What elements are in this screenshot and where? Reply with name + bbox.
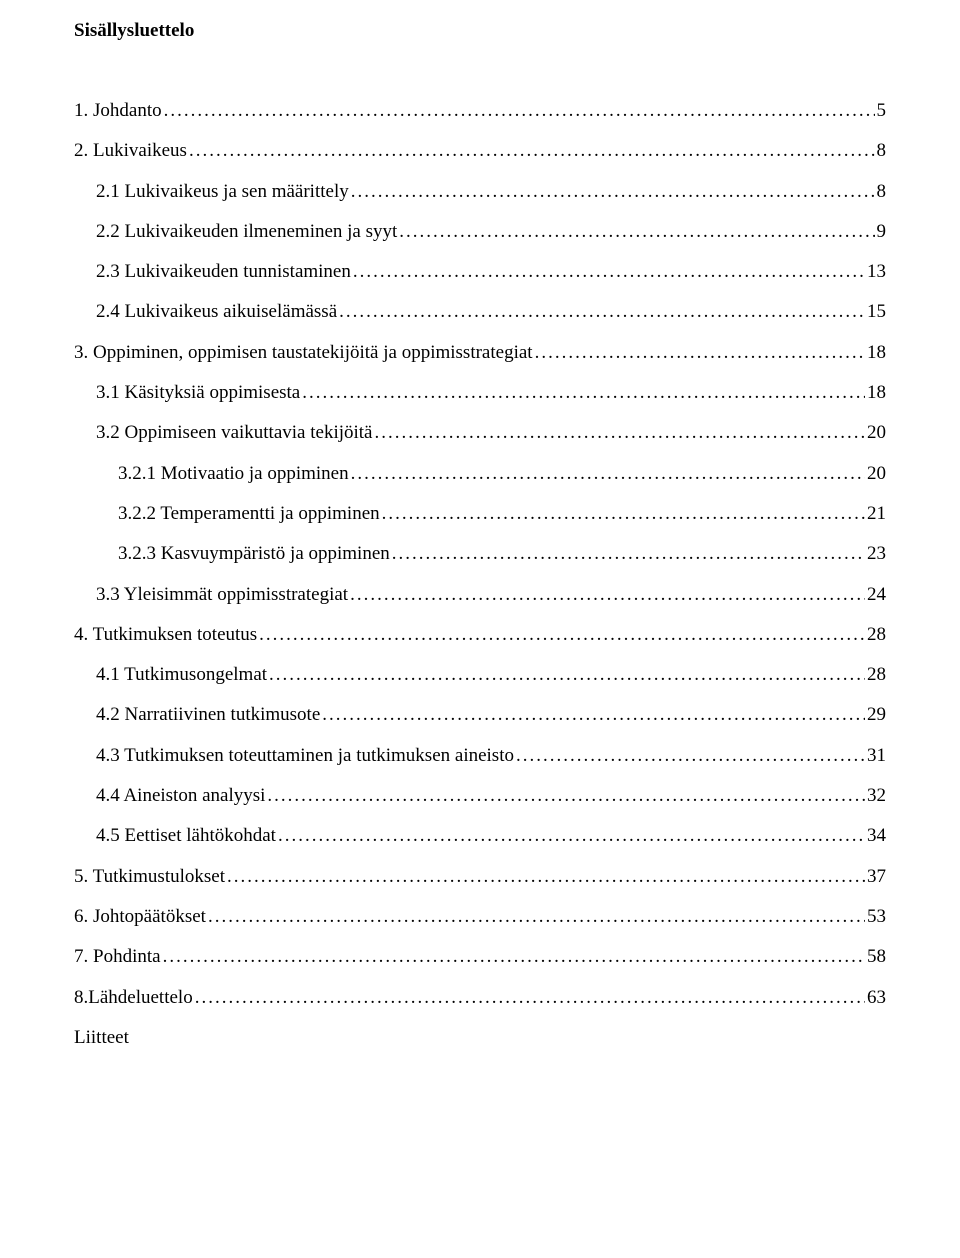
toc-entry: 3.2 Oppimiseen vaikuttavia tekijöitä 20 xyxy=(74,422,886,445)
toc-entry: 4. Tutkimuksen toteutus 28 xyxy=(74,624,886,647)
toc-entry-page: 20 xyxy=(867,422,886,445)
toc-entry-label: 4. Tutkimuksen toteutus xyxy=(74,624,257,647)
toc-entry-leader xyxy=(227,866,865,889)
toc-entry: 4.2 Narratiivinen tutkimusote 29 xyxy=(74,704,886,727)
toc-entry-leader xyxy=(278,825,865,848)
toc-entry: 3.3 Yleisimmät oppimisstrategiat 24 xyxy=(74,584,886,607)
toc-entry-page: 18 xyxy=(867,382,886,405)
toc-entry-page: 32 xyxy=(867,785,886,808)
toc-entry-leader xyxy=(382,503,865,526)
toc-entry-page: 53 xyxy=(867,906,886,929)
toc-entry: 3.2.3 Kasvuympäristö ja oppiminen 23 xyxy=(74,543,886,566)
toc-entry-leader xyxy=(195,987,865,1010)
toc-entry: 2.1 Lukivaikeus ja sen määrittely 8 xyxy=(74,181,886,204)
toc-entry-page: 23 xyxy=(867,543,886,566)
toc-entry-page: 28 xyxy=(867,664,886,687)
toc-entry-leader xyxy=(163,946,865,969)
toc-entry-label: 3. Oppiminen, oppimisen taustatekijöitä … xyxy=(74,342,533,365)
toc-entry-leader xyxy=(267,785,865,808)
toc-entry-leader xyxy=(269,664,865,687)
liitteet-entry: Liitteet xyxy=(74,1027,886,1050)
toc-entry-page: 31 xyxy=(867,745,886,768)
toc-entry: 5. Tutkimustulokset 37 xyxy=(74,866,886,889)
toc-entry-leader xyxy=(322,704,865,727)
toc-entry: 2.2 Lukivaikeuden ilmeneminen ja syyt 9 xyxy=(74,221,886,244)
toc-entry-label: 3.2.1 Motivaatio ja oppiminen xyxy=(118,463,349,486)
toc-entry-page: 20 xyxy=(867,463,886,486)
toc-entry-leader xyxy=(392,543,865,566)
toc-entry: 2. Lukivaikeus 8 xyxy=(74,140,886,163)
toc-entry: 2.3 Lukivaikeuden tunnistaminen 13 xyxy=(74,261,886,284)
toc-entry-label: 2. Lukivaikeus xyxy=(74,140,187,163)
toc-entry: 3.2.1 Motivaatio ja oppiminen 20 xyxy=(74,463,886,486)
toc-entry-label: 2.4 Lukivaikeus aikuiselämässä xyxy=(96,301,337,324)
toc-entry-leader xyxy=(164,100,875,123)
toc-entry-leader xyxy=(259,624,865,647)
toc-entry-label: 4.1 Tutkimusongelmat xyxy=(96,664,267,687)
toc-entry: 3.1 Käsityksiä oppimisesta 18 xyxy=(74,382,886,405)
toc-entry-leader xyxy=(399,221,874,244)
toc-entry: 2.4 Lukivaikeus aikuiselämässä 15 xyxy=(74,301,886,324)
toc-entry-label: 3.2.2 Temperamentti ja oppiminen xyxy=(118,503,380,526)
toc-entry: 8.Lähdeluettelo 63 xyxy=(74,987,886,1010)
toc-entry-label: 3.1 Käsityksiä oppimisesta xyxy=(96,382,300,405)
toc-entry-label: 2.1 Lukivaikeus ja sen määrittely xyxy=(96,181,349,204)
toc-entry-leader xyxy=(339,301,865,324)
toc-entry: 4.4 Aineiston analyysi 32 xyxy=(74,785,886,808)
toc-entry-label: 4.4 Aineiston analyysi xyxy=(96,785,265,808)
toc-entry-label: 3.2 Oppimiseen vaikuttavia tekijöitä xyxy=(96,422,373,445)
toc-list: 1. Johdanto 52. Lukivaikeus 82.1 Lukivai… xyxy=(74,100,886,1009)
toc-entry-label: 6. Johtopäätökset xyxy=(74,906,206,929)
toc-entry: 4.1 Tutkimusongelmat 28 xyxy=(74,664,886,687)
toc-entry-page: 63 xyxy=(867,987,886,1010)
toc-entry-leader xyxy=(302,382,865,405)
toc-entry-label: 3.3 Yleisimmät oppimisstrategiat xyxy=(96,584,348,607)
toc-entry: 7. Pohdinta 58 xyxy=(74,946,886,969)
toc-entry-page: 28 xyxy=(867,624,886,647)
toc-entry-leader xyxy=(189,140,875,163)
toc-entry-page: 18 xyxy=(867,342,886,365)
toc-entry-page: 8 xyxy=(877,140,887,163)
toc-entry-page: 58 xyxy=(867,946,886,969)
toc-entry-page: 8 xyxy=(877,181,887,204)
toc-entry-page: 13 xyxy=(867,261,886,284)
toc-entry-page: 21 xyxy=(867,503,886,526)
toc-entry-label: 1. Johdanto xyxy=(74,100,162,123)
toc-entry-leader xyxy=(535,342,865,365)
toc-entry-label: 5. Tutkimustulokset xyxy=(74,866,225,889)
toc-entry-label: 2.2 Lukivaikeuden ilmeneminen ja syyt xyxy=(96,221,397,244)
toc-entry-leader xyxy=(351,463,865,486)
toc-entry-label: 4.5 Eettiset lähtökohdat xyxy=(96,825,276,848)
toc-entry-label: 2.3 Lukivaikeuden tunnistaminen xyxy=(96,261,351,284)
liitteet-label: Liitteet xyxy=(74,1027,129,1050)
toc-entry-leader xyxy=(353,261,865,284)
toc-entry-leader xyxy=(351,181,875,204)
toc-entry-label: 4.3 Tutkimuksen toteuttaminen ja tutkimu… xyxy=(96,745,514,768)
toc-title: Sisällysluettelo xyxy=(74,20,886,42)
toc-entry: 4.3 Tutkimuksen toteuttaminen ja tutkimu… xyxy=(74,745,886,768)
toc-entry-page: 5 xyxy=(877,100,887,123)
toc-entry: 6. Johtopäätökset 53 xyxy=(74,906,886,929)
toc-entry: 1. Johdanto 5 xyxy=(74,100,886,123)
toc-entry: 4.5 Eettiset lähtökohdat 34 xyxy=(74,825,886,848)
toc-entry-label: 4.2 Narratiivinen tutkimusote xyxy=(96,704,320,727)
toc-entry: 3.2.2 Temperamentti ja oppiminen 21 xyxy=(74,503,886,526)
toc-entry-leader xyxy=(516,745,865,768)
toc-entry-page: 29 xyxy=(867,704,886,727)
toc-entry-page: 24 xyxy=(867,584,886,607)
toc-entry-page: 37 xyxy=(867,866,886,889)
toc-entry: 3. Oppiminen, oppimisen taustatekijöitä … xyxy=(74,342,886,365)
toc-entry-page: 34 xyxy=(867,825,886,848)
toc-entry-leader xyxy=(375,422,866,445)
toc-entry-page: 15 xyxy=(867,301,886,324)
toc-entry-label: 7. Pohdinta xyxy=(74,946,161,969)
toc-entry-leader xyxy=(350,584,865,607)
toc-entry-page: 9 xyxy=(877,221,887,244)
toc-entry-leader xyxy=(208,906,865,929)
toc-entry-label: 3.2.3 Kasvuympäristö ja oppiminen xyxy=(118,543,390,566)
toc-entry-label: 8.Lähdeluettelo xyxy=(74,987,193,1010)
